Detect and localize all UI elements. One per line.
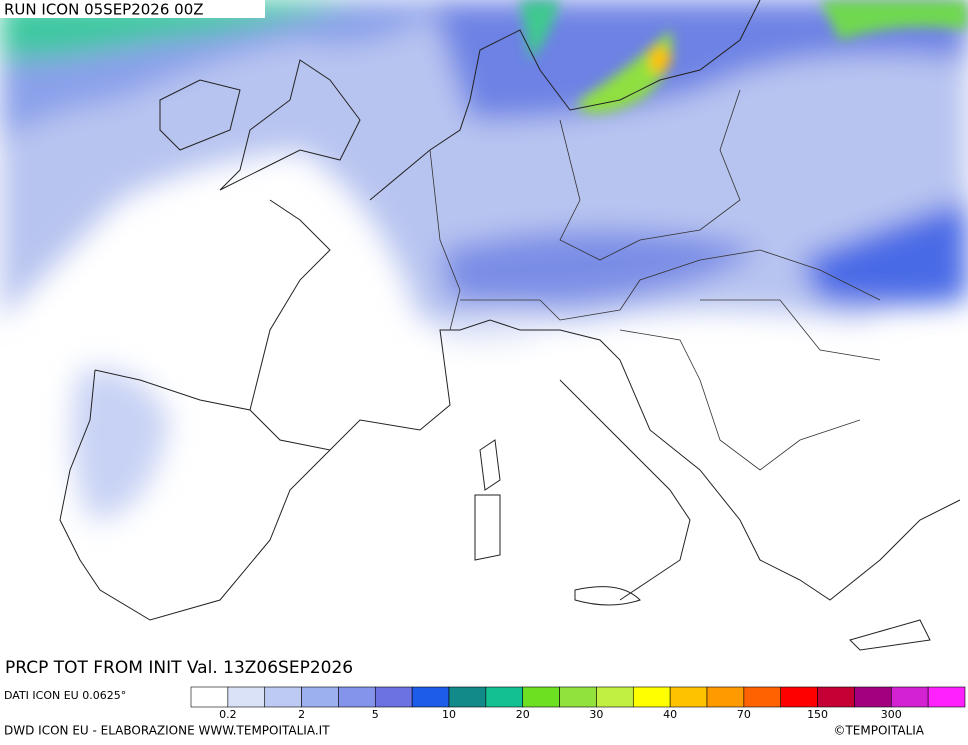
run-label: RUN ICON 05SEP2026 00Z	[4, 1, 204, 19]
colorbar-label: 0.2	[219, 708, 237, 721]
colorbar-swatch	[890, 686, 929, 708]
colorbar: 0.2 2 5 10 20 30 40 70 150 300	[190, 686, 966, 721]
colorbar-swatch	[301, 686, 339, 708]
colorbar-swatch	[559, 686, 597, 708]
colorbar-swatch	[669, 686, 708, 708]
colorbar-swatch	[448, 686, 487, 708]
copyright: ©TEMPOITALIA	[833, 724, 924, 738]
colorbar-swatch	[374, 686, 413, 708]
map-area	[0, 0, 968, 651]
colorbar-swatch	[264, 686, 302, 708]
colorbar-swatch	[854, 686, 892, 708]
colorbar-label: 2	[298, 708, 305, 721]
colorbar-swatch	[227, 686, 266, 708]
colorbar-swatch	[780, 686, 818, 708]
data-source: DATI ICON EU 0.0625°	[4, 689, 126, 702]
colorbar-label: 20	[516, 708, 530, 721]
borders	[429, 89, 881, 471]
colorbar-label: 10	[442, 708, 456, 721]
colorbar-swatch	[632, 686, 671, 708]
colorbar-label: 5	[372, 708, 379, 721]
colorbar-label: 300	[881, 708, 902, 721]
credit: DWD ICON EU - ELABORAZIONE WWW.TEMPOITAL…	[4, 724, 330, 738]
run-label-box	[0, 0, 265, 18]
colorbar-swatch	[522, 686, 560, 708]
coastlines	[59, 0, 961, 651]
colorbar-swatch	[190, 686, 229, 708]
colorbar-swatch	[817, 686, 855, 708]
colorbar-swatch	[596, 686, 634, 708]
colorbar-swatch	[338, 686, 376, 708]
colorbar-label: 70	[737, 708, 751, 721]
colorbar-swatch	[706, 686, 745, 708]
colorbar-swatch	[411, 686, 450, 708]
colorbar-swatch	[485, 686, 524, 708]
colorbar-swatch	[743, 686, 782, 708]
colorbar-label: 30	[589, 708, 603, 721]
colorbar-swatch	[927, 686, 966, 708]
colorbar-label: 40	[663, 708, 677, 721]
colorbar-label: 150	[807, 708, 828, 721]
map-title: PRCP TOT FROM INIT Val. 13Z06SEP2026	[5, 658, 353, 678]
